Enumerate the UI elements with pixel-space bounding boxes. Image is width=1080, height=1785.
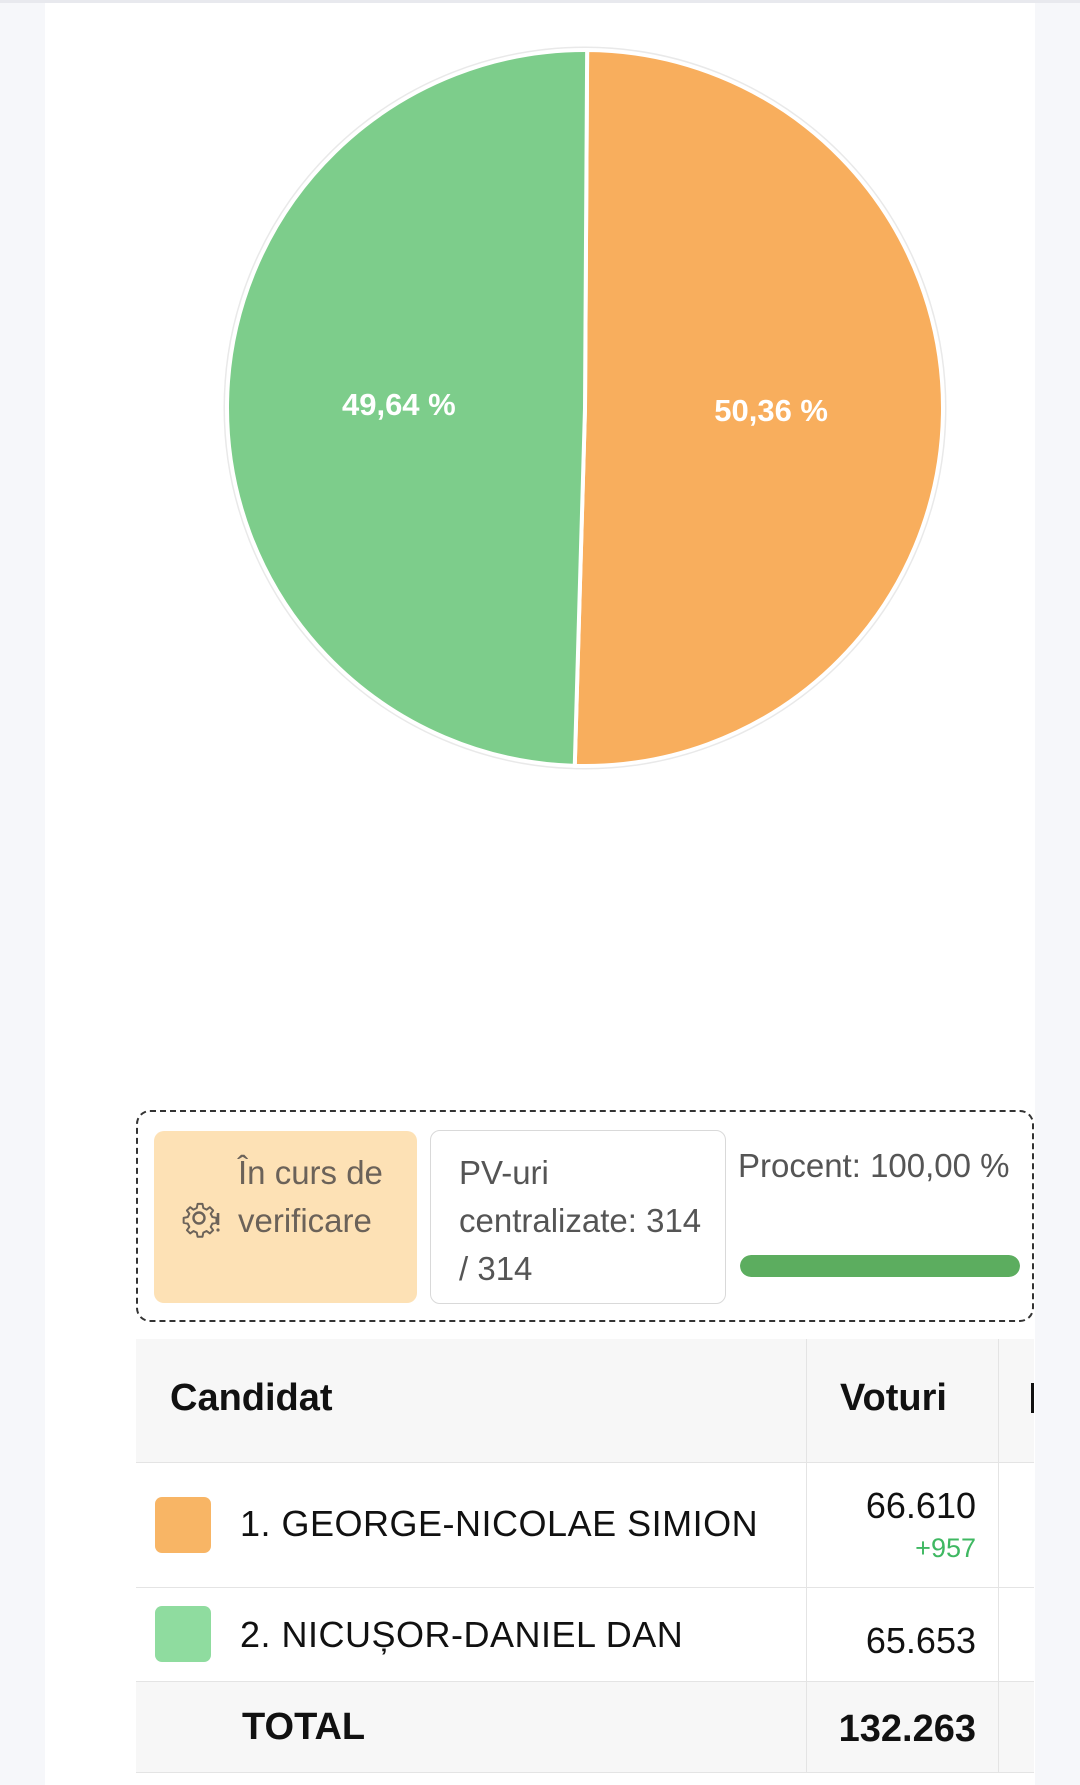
table-row: 1. GEORGE-NICOLAE SIMION 66.610 +957: [136, 1463, 1034, 1588]
results-table: Candidat Voturi 1. GEORGE-NICOLAE SIMION…: [136, 1339, 1034, 1773]
progress-bar: [740, 1255, 1020, 1277]
candidate-color-swatch: [155, 1497, 211, 1553]
column-divider: [998, 1339, 999, 1462]
table-total-row: TOTAL 132.263: [136, 1682, 1034, 1773]
column-divider: [806, 1588, 807, 1681]
pie-slice-label: 50,36 %: [714, 393, 829, 429]
column-header-candidate: Candidat: [170, 1377, 333, 1419]
column-divider: [998, 1463, 999, 1587]
column-header-votes: Voturi: [840, 1377, 947, 1419]
top-border: [0, 0, 1080, 3]
table-header: Candidat Voturi: [136, 1339, 1034, 1463]
percent-label: Procent: 100,00 %: [738, 1147, 1010, 1184]
column-divider: [806, 1682, 807, 1772]
column-divider: [998, 1682, 999, 1772]
pie-svg: [223, 46, 947, 770]
results-card: 50,36 % 49,64 % În curs de verificare PV-…: [45, 3, 1035, 1785]
status-panel: În curs de verificare PV-uri centralizat…: [136, 1110, 1034, 1322]
pie-chart: 50,36 % 49,64 %: [220, 43, 950, 773]
column-divider: [806, 1463, 807, 1587]
candidate-votes: 66.610: [865, 1485, 976, 1526]
total-label: TOTAL: [242, 1706, 366, 1748]
pie-slice-label: 49,64 %: [341, 386, 456, 422]
column-divider: [998, 1588, 999, 1681]
candidate-name: 2. NICUȘOR-DANIEL DAN: [240, 1614, 684, 1655]
column-header-truncated: [1031, 1383, 1034, 1413]
verification-status-badge: În curs de verificare: [154, 1131, 417, 1303]
candidate-votes: 65.653: [865, 1620, 976, 1661]
verification-status-text: În curs de verificare: [238, 1154, 383, 1239]
pie-slice: [225, 48, 590, 768]
candidate-name: 1. GEORGE-NICOLAE SIMION: [240, 1503, 759, 1544]
progress-bar-fill: [740, 1255, 1020, 1277]
table-row: 2. NICUȘOR-DANIEL DAN 65.653: [136, 1588, 1034, 1682]
total-votes: 132.263: [838, 1708, 976, 1750]
column-divider: [806, 1339, 807, 1462]
pv-centralized-text: PV-uri centralizate: 314 / 314: [459, 1154, 702, 1287]
gear-alert-icon: [182, 1199, 222, 1239]
candidate-color-swatch: [155, 1606, 211, 1662]
pie-slice: [572, 47, 945, 768]
pv-centralized-badge: PV-uri centralizate: 314 / 314: [430, 1130, 726, 1304]
candidate-votes-delta: +957: [915, 1533, 976, 1563]
